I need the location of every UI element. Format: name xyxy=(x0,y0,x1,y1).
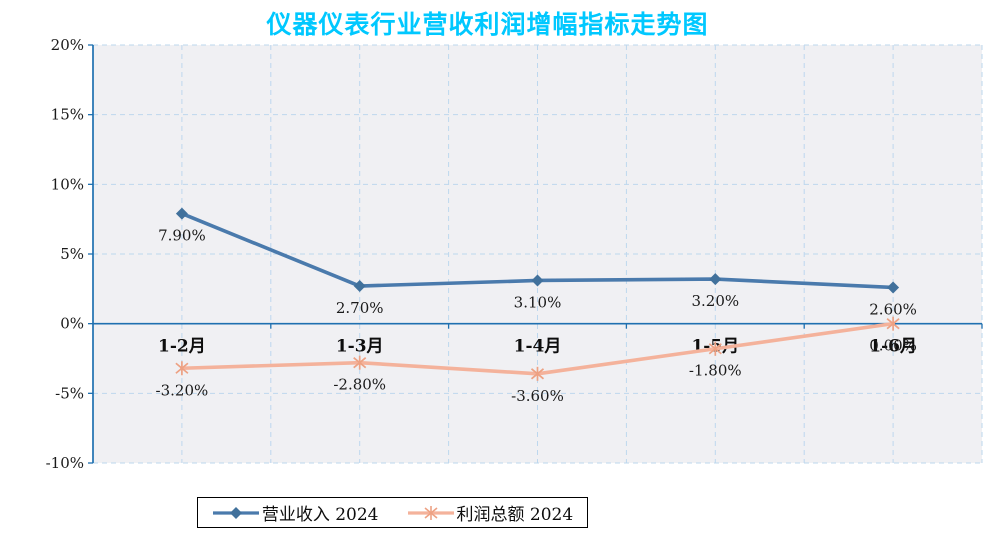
diamond-marker-icon xyxy=(531,274,544,287)
legend-label-revenue: 营业收入 2024 xyxy=(261,505,379,525)
x-category-label: 1-6月 xyxy=(869,337,917,357)
chart-title: 仪器仪表行业营收利润增幅指标走势图 xyxy=(266,11,709,39)
data-label: -3.20% xyxy=(156,381,209,399)
x-category-label: 1-4月 xyxy=(514,337,562,357)
legend-item-profit: 利润总额 2024 xyxy=(407,500,574,525)
x-category-label: 1-3月 xyxy=(336,337,384,357)
data-label: 2.70% xyxy=(336,299,384,317)
data-label: 7.90% xyxy=(158,227,206,245)
legend-marker-asterisk-icon xyxy=(407,505,454,520)
asterisk-marker-icon xyxy=(353,357,367,369)
diamond-marker-icon xyxy=(887,281,900,294)
y-tick-label: 5% xyxy=(60,245,84,263)
asterisk-marker-icon xyxy=(708,343,722,355)
y-tick-label: -10% xyxy=(46,454,84,472)
data-label: -2.80% xyxy=(333,376,386,394)
asterisk-marker-icon xyxy=(886,318,900,330)
y-tick-label: 0% xyxy=(60,315,84,333)
y-tick-label: -5% xyxy=(55,384,84,402)
y-tick-label: 20% xyxy=(51,36,84,54)
asterisk-marker-icon xyxy=(175,362,189,374)
data-label: 2.60% xyxy=(869,300,917,318)
data-label: -3.60% xyxy=(511,387,564,405)
asterisk-marker-icon xyxy=(530,368,545,380)
data-label: 3.20% xyxy=(691,292,739,310)
x-category-label: 1-2月 xyxy=(158,337,206,357)
data-label: 0.00% xyxy=(869,337,917,355)
y-tick-label: 10% xyxy=(51,175,84,193)
y-tick-label: 15% xyxy=(51,106,84,124)
data-label: 3.10% xyxy=(514,293,562,311)
diamond-marker-icon xyxy=(175,207,188,220)
legend-label-profit: 利润总额 2024 xyxy=(456,505,574,525)
chart-legend: 营业收入 2024 利润总额 2024 xyxy=(197,497,588,528)
legend-marker-diamond-icon xyxy=(212,506,259,519)
data-label: -1.80% xyxy=(689,362,742,380)
diamond-marker-icon xyxy=(353,280,366,293)
legend-item-revenue: 营业收入 2024 xyxy=(212,500,379,525)
diamond-marker-icon xyxy=(709,273,722,286)
